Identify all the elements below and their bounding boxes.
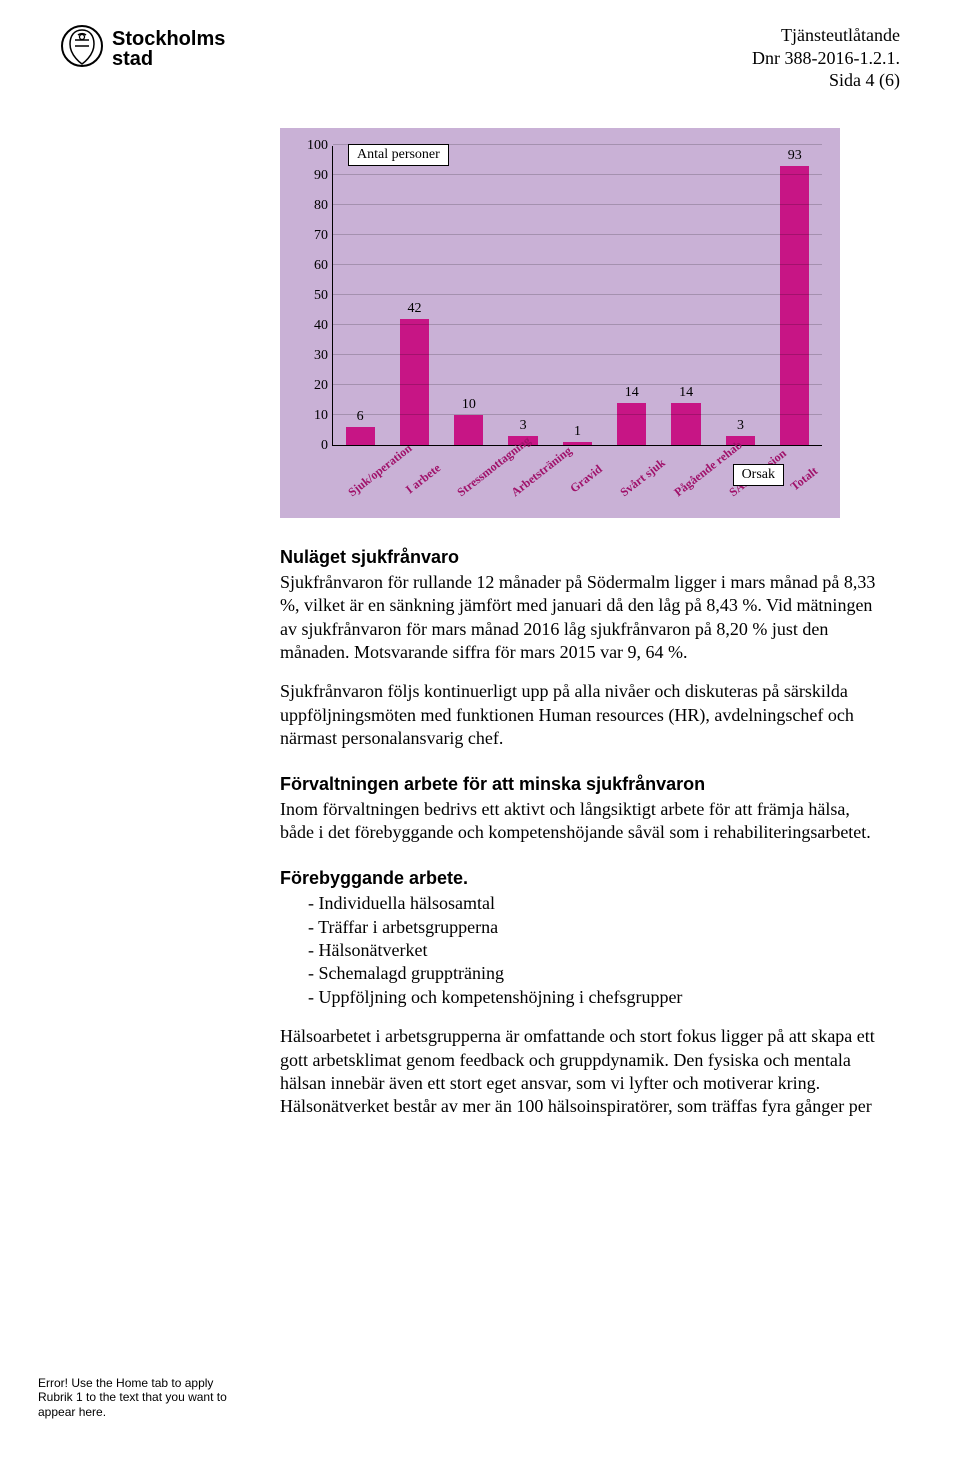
footer-note: Error! Use the Home tab to apply Rubrik … (38, 1376, 238, 1419)
doc-meta: Tjänsteutlåtande Dnr 388-2016-1.2.1. Sid… (752, 24, 900, 92)
grid-line (333, 294, 822, 295)
chart-y-axis: 0102030405060708090100 (298, 146, 332, 446)
y-tick: 40 (314, 318, 328, 334)
y-tick: 10 (314, 408, 328, 424)
paragraph: Sjukfrånvaron för rullande 12 månader på… (280, 571, 880, 665)
bar-chart: Antal personer 0102030405060708090100 64… (280, 128, 840, 518)
bar-value: 1 (574, 424, 581, 440)
x-label: Gravid (563, 458, 611, 500)
bullet-item: - Uppföljning och kompetenshöjning i che… (308, 986, 880, 1009)
meta-line: Dnr 388-2016-1.2.1. (752, 47, 900, 70)
y-tick: 0 (321, 438, 328, 454)
x-label: Sjuk/operation (345, 458, 393, 500)
bar-value: 14 (679, 385, 693, 401)
y-tick: 60 (314, 258, 328, 274)
bar-value: 10 (462, 397, 476, 413)
bullet-list: - Individuella hälsosamtal- Träffar i ar… (308, 892, 880, 1009)
y-tick: 90 (314, 168, 328, 184)
y-tick: 30 (314, 348, 328, 364)
meta-line: Sida 4 (6) (752, 69, 900, 92)
grid-line (333, 174, 822, 175)
x-label: Svårt sjuk (617, 458, 665, 500)
bar (563, 442, 592, 445)
org-line2: stad (112, 49, 225, 69)
y-tick: 20 (314, 378, 328, 394)
y-tick: 50 (314, 288, 328, 304)
bar-col: 1 (553, 424, 602, 445)
paragraph: Hälsoarbetet i arbetsgrupperna är omfatt… (280, 1025, 880, 1119)
x-label: Stressmottagning (454, 458, 502, 500)
bullet-item: - Individuella hälsosamtal (308, 892, 880, 915)
bar-value: 42 (407, 301, 421, 317)
org-name: Stockholms stad (112, 29, 225, 69)
org-line1: Stockholms (112, 29, 225, 49)
crest-icon (60, 24, 104, 73)
x-label: Arbetsträning (508, 458, 556, 500)
chart-legend-bottom: Orsak (733, 464, 784, 486)
heading: Förebyggande arbete. (280, 867, 880, 890)
grid-line (333, 204, 822, 205)
bullet-item: - Schemalagd gruppträning (308, 962, 880, 985)
bar-col: 3 (716, 418, 765, 445)
paragraph: Sjukfrånvaron följs kontinuerligt upp på… (280, 680, 880, 750)
bar-col: 14 (607, 385, 656, 445)
bar (454, 415, 483, 445)
bar (346, 427, 375, 445)
bar (780, 166, 809, 445)
x-label: Pågående rehab (672, 458, 720, 500)
grid-line (333, 144, 822, 145)
paragraph: Inom förvaltningen bedrivs ett aktivt oc… (280, 798, 880, 845)
y-tick: 70 (314, 228, 328, 244)
heading: Förvaltningen arbete för att minska sjuk… (280, 773, 880, 796)
bar-value: 14 (625, 385, 639, 401)
bar-col: 93 (770, 148, 819, 445)
y-tick: 80 (314, 198, 328, 214)
body-text: Nuläget sjukfrånvaro Sjukfrånvaron för r… (280, 546, 880, 1119)
meta-line: Tjänsteutlåtande (752, 24, 900, 47)
x-label: Totalt (781, 458, 829, 500)
grid-line (333, 324, 822, 325)
grid-line (333, 234, 822, 235)
grid-line (333, 414, 822, 415)
y-tick: 100 (307, 138, 328, 154)
grid-line (333, 384, 822, 385)
chart-plot: 6 42 10 3 1 14 14 3 93 (332, 146, 822, 446)
bar-col: 10 (444, 397, 493, 445)
logo: Stockholms stad (60, 24, 225, 73)
bar-value: 3 (737, 418, 744, 434)
bar-col: 14 (662, 385, 711, 445)
bar-value: 3 (520, 418, 527, 434)
bar-value: 6 (357, 409, 364, 425)
bar-value: 93 (788, 148, 802, 164)
bar (671, 403, 700, 445)
bar (400, 319, 429, 445)
grid-line (333, 264, 822, 265)
x-label: I arbete (400, 458, 448, 500)
bullet-item: - Hälsonätverket (308, 939, 880, 962)
heading: Nuläget sjukfrånvaro (280, 546, 880, 569)
chart-x-labels: Sjuk/operationI arbeteStressmottagningAr… (332, 446, 822, 461)
bar (617, 403, 646, 445)
bar-col: 42 (390, 301, 439, 445)
grid-line (333, 354, 822, 355)
bullet-item: - Träffar i arbetsgrupperna (308, 916, 880, 939)
